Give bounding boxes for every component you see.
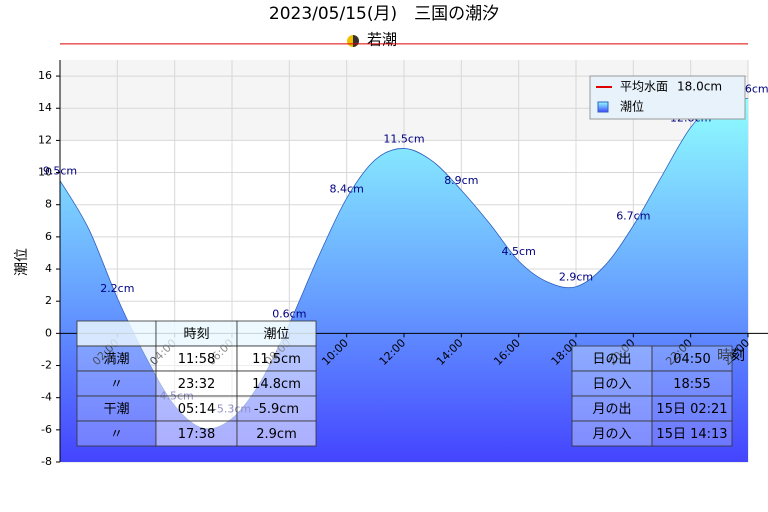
legend-label: 潮位	[620, 99, 644, 114]
sun-moon-table-text: 15日 02:21	[656, 402, 727, 417]
sun-moon-table-cell	[651, 395, 733, 422]
tide-table-cell	[76, 345, 157, 372]
data-label: 6.7cm	[616, 210, 650, 223]
y-tick-label: -6	[41, 423, 52, 436]
y-tick-label: 0	[45, 326, 52, 339]
tide-table-text: 干潮	[103, 402, 129, 417]
sun-moon-table-cell	[651, 370, 733, 397]
sun-moon-table-text: 日の出	[592, 352, 631, 367]
tide-table-cell	[236, 345, 317, 372]
data-label: 8.4cm	[330, 182, 364, 195]
y-tick-label: 8	[45, 198, 52, 211]
data-label: 11.5cm	[383, 132, 424, 145]
tide-table-text: 11.5cm	[252, 352, 301, 367]
y-tick-label: 2	[45, 294, 52, 307]
tide-table-cell	[155, 370, 238, 397]
data-label: 2.2cm	[100, 282, 134, 295]
tide-table-text: 23:32	[178, 377, 215, 392]
y-axis-label: 潮位	[14, 248, 30, 276]
tide-table-text: 〃	[110, 377, 123, 392]
legend-swatch	[597, 101, 609, 113]
tide-table-cell	[76, 370, 157, 397]
tide-table-cell	[236, 420, 317, 447]
chart-title: 2023/05/15(月) 三国の潮汐	[269, 4, 499, 24]
tide-table-cell	[236, 395, 317, 422]
sun-moon-table-cell	[571, 420, 653, 447]
tide-table-cell	[76, 420, 157, 447]
y-tick-label: 12	[38, 133, 52, 146]
tide-table-cell	[155, 395, 238, 422]
tide-table-text: 17:38	[178, 427, 215, 442]
y-tick-label: 10	[38, 166, 52, 179]
sun-moon-table-text: 18:55	[673, 377, 710, 392]
tide-table-text: 2.9cm	[256, 427, 297, 442]
tide-table-text: 11:58	[178, 352, 215, 367]
y-tick-label: -2	[41, 359, 52, 372]
y-tick-label: 4	[45, 262, 52, 275]
y-tick-label: -4	[41, 391, 52, 404]
sun-moon-table-text: 月の出	[592, 402, 631, 417]
tide-table-text: 05:14	[178, 402, 215, 417]
sun-moon-table-text: 04:50	[673, 352, 710, 367]
tide-table-text: 14.8cm	[252, 377, 301, 392]
sun-moon-table-text: 月の入	[592, 427, 631, 442]
data-label: 4.5cm	[502, 245, 536, 258]
tide-table-text: -5.9cm	[254, 402, 299, 417]
data-label: 0.6cm	[272, 308, 306, 321]
x-axis-label: 時刻	[717, 348, 745, 364]
y-tick-label: 6	[45, 230, 52, 243]
y-tick-label: 16	[38, 69, 52, 82]
tide-table-header-cell	[236, 320, 317, 347]
sun-moon-table-cell	[651, 420, 733, 447]
legend-value: 18.0cm	[677, 80, 722, 94]
tide-table-text: 満潮	[103, 352, 129, 367]
legend-box	[589, 75, 746, 120]
moon-icon	[347, 35, 359, 47]
tide-table-header-text: 時刻	[183, 327, 209, 342]
tide-table-header-cell	[76, 320, 157, 347]
tide-table-cell	[155, 345, 238, 372]
sun-moon-table-text: 15日 14:13	[656, 427, 727, 442]
y-tick-label: 14	[38, 101, 52, 114]
data-label: 2.9cm	[559, 271, 593, 284]
sun-moon-table-cell	[651, 345, 733, 372]
data-label: 8.9cm	[444, 174, 478, 187]
y-tick-label: -8	[41, 455, 52, 468]
tide-table-text: 〃	[110, 427, 123, 442]
tide-table-header-text: 潮位	[263, 327, 289, 342]
chart-subtitle: 若潮	[367, 31, 397, 49]
legend-label: 平均水面	[620, 80, 668, 94]
tide-table-cell	[236, 370, 317, 397]
sun-moon-table-text: 日の入	[592, 377, 631, 392]
tide-table-header-cell	[155, 320, 238, 347]
